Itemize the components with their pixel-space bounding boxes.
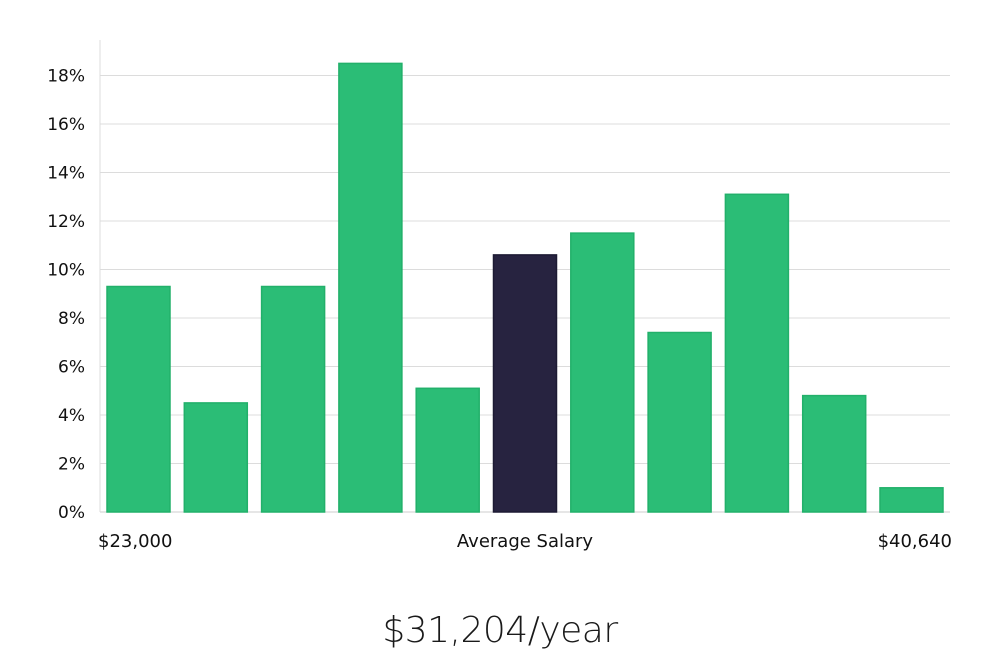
y-tick-label: 12% [47, 212, 85, 232]
bar [338, 62, 403, 513]
y-tick-label: 10% [47, 261, 85, 281]
y-tick-label: 16% [47, 115, 85, 135]
bar [183, 402, 249, 513]
x-axis-title: Average Salary [457, 531, 594, 552]
y-axis-tick-labels: 0% 2% 4% 6% 8% 10% 12% 14% 16% 18% [47, 67, 85, 524]
bar [724, 193, 790, 513]
bar [106, 285, 171, 513]
bar [647, 331, 712, 513]
y-tick-label: 2% [58, 455, 85, 475]
y-tick-label: 6% [58, 358, 85, 378]
bar [260, 285, 326, 513]
bars [106, 62, 944, 513]
salary-distribution-chart: 0% 2% 4% 6% 8% 10% 12% 14% 16% 18% $23,000 Averag… [47, 40, 952, 552]
bar [570, 232, 635, 513]
average-salary-value: $31,204/year [382, 610, 618, 651]
y-tick-label: 18% [47, 67, 85, 87]
bar-average-salary [492, 254, 558, 513]
y-tick-label: 14% [47, 164, 85, 184]
bar [879, 487, 944, 513]
bar [801, 394, 867, 513]
y-tick-label: 0% [58, 503, 85, 523]
x-axis-max-label: $40,640 [878, 531, 952, 552]
y-tick-label: 8% [58, 309, 85, 329]
bar [415, 387, 480, 513]
x-axis-min-label: $23,000 [98, 531, 172, 552]
y-tick-label: 4% [58, 406, 85, 426]
